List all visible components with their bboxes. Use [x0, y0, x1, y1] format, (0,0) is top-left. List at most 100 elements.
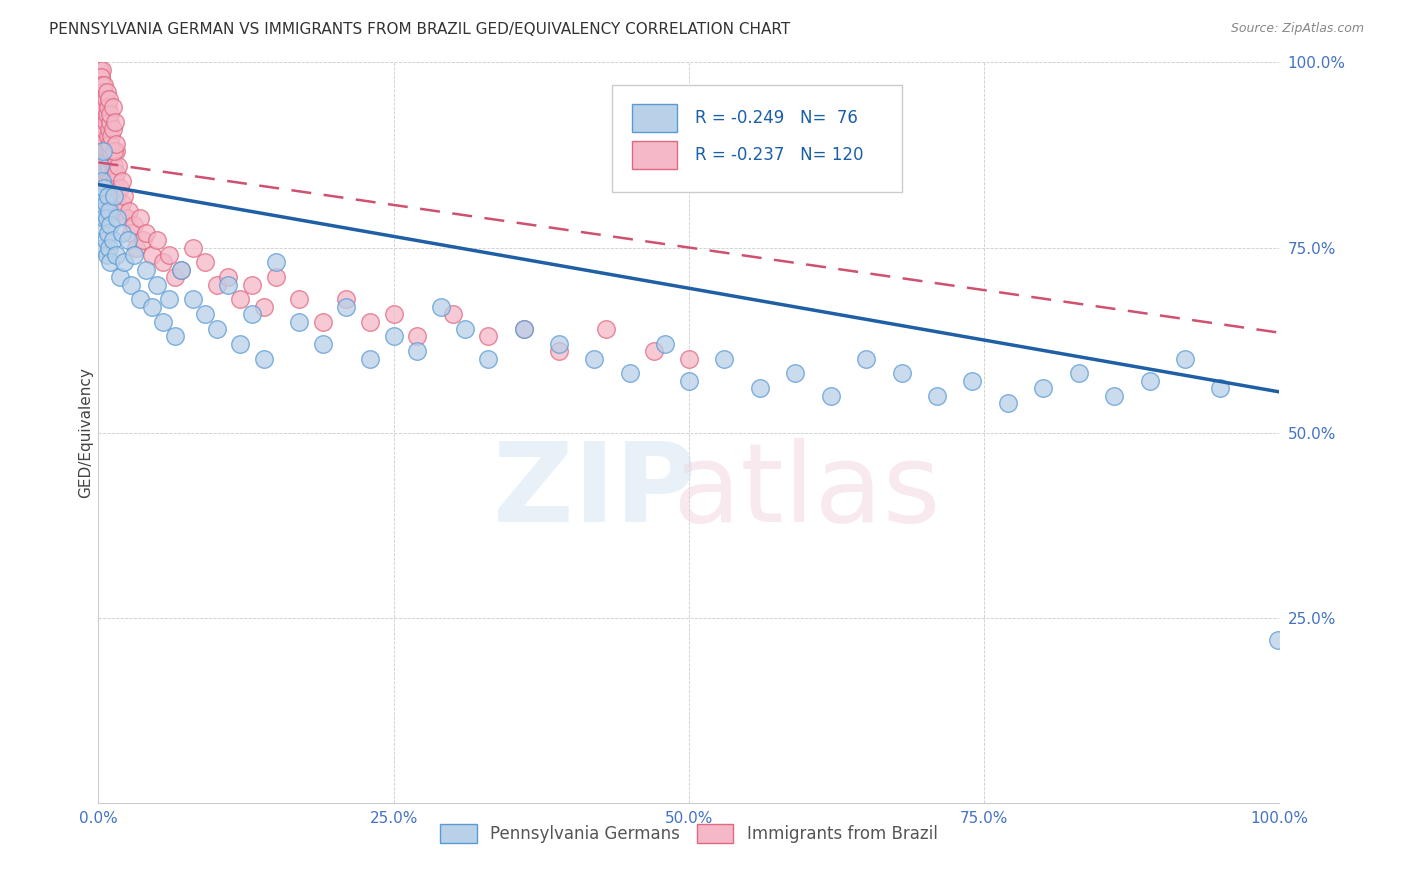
Point [122, 248, 145, 262]
Point [312, 314, 335, 328]
Point [135, 226, 157, 240]
Point [101, 188, 124, 202]
Text: atlas: atlas [673, 438, 941, 545]
Point [595, 322, 617, 336]
Point [359, 314, 381, 328]
Point [820, 388, 842, 402]
Point [93, 211, 115, 225]
Point [105, 136, 128, 151]
Point [105, 248, 128, 262]
Point [104, 174, 127, 188]
Point [96, 174, 118, 188]
Point [94, 145, 117, 159]
Point [132, 233, 155, 247]
Point [229, 293, 252, 307]
Point [548, 336, 571, 351]
Point [97, 145, 120, 159]
Point [103, 188, 125, 202]
Point [91, 78, 114, 92]
Point [312, 336, 335, 351]
Text: R = -0.237   N= 120: R = -0.237 N= 120 [695, 146, 863, 164]
Point [90, 92, 112, 106]
Point [91, 107, 114, 121]
Point [96, 152, 118, 166]
Point [1267, 632, 1289, 647]
Point [98, 174, 121, 188]
Point [112, 188, 135, 202]
Point [115, 211, 138, 225]
Point [441, 307, 464, 321]
Point [146, 277, 169, 292]
Point [117, 233, 139, 247]
Point [93, 78, 115, 92]
Point [925, 388, 948, 402]
Point [103, 159, 125, 173]
Point [240, 307, 263, 321]
Point [997, 396, 1019, 410]
Point [170, 262, 193, 277]
Point [90, 114, 112, 128]
Point [98, 203, 121, 218]
Y-axis label: GED/Equivalency: GED/Equivalency [77, 368, 93, 498]
Point [1067, 367, 1090, 381]
Point [121, 277, 143, 292]
Point [90, 70, 112, 85]
Point [748, 381, 770, 395]
Point [194, 307, 217, 321]
Point [108, 270, 131, 285]
Point [890, 367, 912, 381]
Point [97, 129, 120, 144]
Point [205, 322, 228, 336]
Point [654, 336, 676, 351]
Point [89, 159, 111, 173]
Point [125, 240, 148, 255]
Point [98, 255, 121, 269]
Point [101, 122, 124, 136]
Point [93, 122, 115, 136]
Point [335, 300, 357, 314]
Point [97, 166, 120, 180]
FancyBboxPatch shape [612, 85, 901, 192]
Point [1209, 381, 1232, 395]
Point [477, 351, 499, 366]
Point [105, 211, 128, 225]
Point [430, 300, 453, 314]
Point [108, 181, 131, 195]
FancyBboxPatch shape [633, 141, 678, 169]
Point [101, 233, 124, 247]
Point [94, 114, 117, 128]
Point [98, 240, 121, 255]
Point [111, 226, 134, 240]
Point [105, 145, 128, 159]
Point [253, 300, 276, 314]
Point [406, 329, 429, 343]
Point [855, 351, 877, 366]
Point [105, 188, 128, 202]
Point [103, 181, 125, 195]
Point [91, 240, 114, 255]
Point [165, 270, 187, 285]
Point [91, 62, 114, 77]
Point [94, 196, 117, 211]
Point [96, 107, 118, 121]
Point [205, 277, 228, 292]
Point [91, 78, 114, 92]
Point [107, 159, 129, 173]
Point [217, 277, 239, 292]
Point [678, 374, 700, 388]
Point [90, 122, 112, 136]
Point [98, 181, 121, 195]
Point [96, 85, 118, 99]
Point [229, 336, 252, 351]
FancyBboxPatch shape [633, 103, 678, 132]
Point [103, 145, 125, 159]
Point [90, 219, 112, 233]
Point [101, 166, 124, 180]
Point [217, 270, 239, 285]
Point [146, 233, 169, 247]
Point [91, 85, 114, 99]
Point [264, 270, 287, 285]
Point [89, 85, 111, 99]
Point [264, 255, 287, 269]
Point [91, 174, 114, 188]
